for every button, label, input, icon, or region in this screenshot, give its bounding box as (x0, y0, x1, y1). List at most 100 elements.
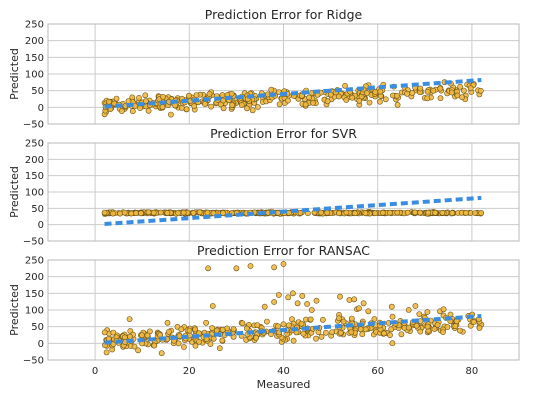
data-point (208, 103, 214, 110)
data-point (128, 210, 135, 217)
y-tick-label: 0 (38, 339, 44, 350)
data-point (452, 323, 459, 329)
data-point (157, 209, 164, 216)
data-point (459, 94, 465, 101)
x-tick-label: 20 (183, 366, 196, 377)
data-point (457, 83, 463, 90)
data-point (263, 318, 270, 325)
y-tick-label: 50 (31, 86, 44, 97)
data-point (175, 210, 181, 216)
data-point (298, 320, 305, 327)
outlier-point (280, 261, 287, 267)
y-axis-label: Predicted (8, 48, 21, 100)
data-point (131, 343, 138, 350)
data-point (183, 106, 190, 113)
data-point (275, 209, 281, 216)
data-point (351, 210, 358, 217)
data-point (310, 100, 316, 106)
outlier-point (209, 303, 216, 309)
outlier-point (360, 300, 367, 307)
outlier-point (388, 303, 395, 310)
x-tick-label: 60 (371, 366, 384, 377)
data-point (417, 209, 423, 216)
y-tick-label: 250 (25, 139, 44, 150)
outlier-point (233, 265, 240, 272)
data-point (103, 349, 110, 356)
plot-area (47, 259, 520, 361)
data-point (393, 92, 400, 99)
data-point (193, 92, 200, 98)
data-point (349, 94, 356, 101)
data-point (449, 210, 456, 216)
data-point (192, 342, 199, 349)
y-tick-label: 0 (38, 103, 44, 114)
data-point (159, 104, 166, 110)
data-point (254, 322, 261, 329)
data-point (239, 320, 246, 327)
outlier-point (271, 264, 277, 271)
y-tick-label: 200 (25, 155, 44, 166)
data-point (135, 347, 141, 354)
data-point (439, 209, 446, 216)
data-point (158, 350, 165, 357)
data-point (343, 97, 350, 103)
data-point (424, 309, 431, 315)
data-point (192, 326, 198, 333)
data-point (268, 86, 275, 93)
data-point (476, 324, 483, 331)
data-point (348, 315, 355, 322)
data-point (389, 340, 396, 347)
data-point (477, 87, 484, 94)
plot-area (47, 23, 520, 125)
identity-line (104, 195, 482, 227)
data-point (372, 89, 379, 95)
outlier-point (412, 303, 419, 309)
y-axis-label: Predicted (8, 284, 21, 336)
data-point (362, 326, 369, 333)
data-point (388, 326, 395, 333)
data-point (389, 313, 396, 320)
data-point (431, 326, 438, 332)
outlier-point (440, 306, 447, 313)
data-point (379, 209, 386, 216)
data-point (219, 326, 226, 333)
data-point (101, 329, 108, 336)
data-point (244, 105, 250, 112)
identity-line (104, 78, 482, 109)
data-point (376, 98, 383, 105)
subplot-2: Prediction Error for SVR −50 0 50 100 150 200 2… (8, 126, 520, 248)
data-point (437, 95, 444, 102)
data-point (432, 209, 439, 216)
data-point (412, 209, 418, 216)
outlier-point (271, 299, 277, 305)
data-point (362, 210, 369, 216)
data-point (206, 91, 213, 97)
x-tick-label: 40 (277, 366, 290, 377)
data-point (180, 209, 187, 216)
data-point (318, 333, 325, 340)
data-point (160, 94, 166, 100)
outlier-point (313, 297, 320, 304)
outlier-point (285, 294, 292, 301)
data-point (398, 331, 405, 338)
y-tick-label: 100 (25, 188, 44, 199)
data-point (144, 332, 151, 339)
data-point (387, 332, 393, 338)
y-tick-label: 0 (38, 220, 44, 231)
data-point (307, 316, 314, 323)
data-point (203, 319, 209, 326)
data-point (186, 327, 193, 334)
data-point (165, 328, 172, 335)
data-point (425, 209, 432, 216)
subplot-title: Prediction Error for RANSAC (197, 243, 370, 258)
data-point (133, 210, 139, 216)
data-point (405, 306, 412, 313)
data-point (249, 107, 256, 114)
data-point (343, 209, 350, 216)
outlier-point (355, 305, 362, 312)
data-point (409, 90, 416, 96)
data-point (253, 334, 259, 341)
subplot-3: Prediction Error for RANSAC −50 0 50 100 150 2… (8, 243, 520, 391)
data-point (359, 331, 366, 338)
data-point (216, 345, 223, 352)
